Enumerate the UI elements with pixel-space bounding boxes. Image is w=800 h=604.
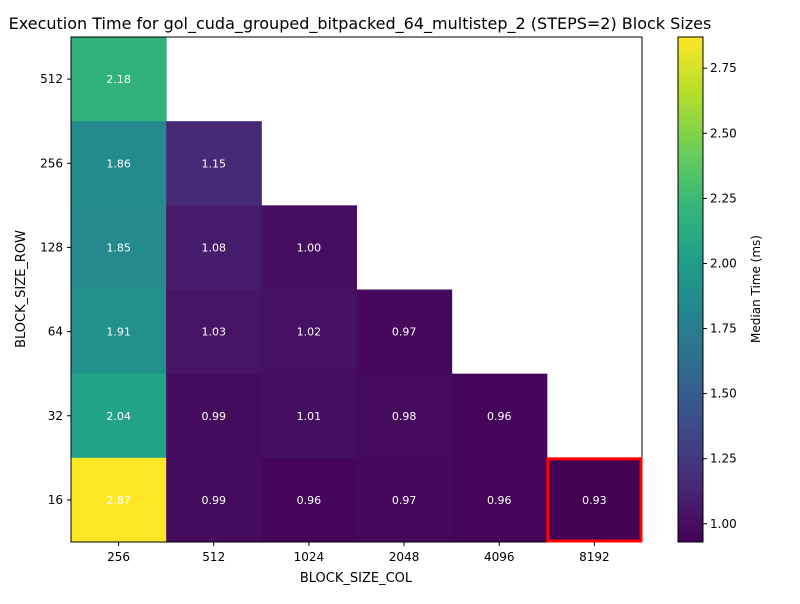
colorbar-tick-label: 1.50: [710, 387, 737, 401]
cell-value-label: 1.15: [202, 157, 227, 170]
colorbar-tick-label: 1.25: [710, 452, 737, 466]
cell-value-label: 0.97: [392, 326, 417, 339]
cell-value-label: 0.96: [297, 494, 322, 507]
cell-value-label: 2.04: [106, 410, 131, 423]
x-tick-label: 2048: [389, 550, 420, 564]
cell-value-label: 0.99: [202, 494, 227, 507]
colorbar-label: Median Time (ms): [749, 235, 763, 343]
colorbar-tick-label: 2.00: [710, 256, 737, 270]
colorbar-ticks: 1.00 1.25 1.50 1.75 2.00 2.25 2.50 2.75: [703, 61, 737, 531]
cell-value-label: 1.86: [106, 157, 131, 170]
heatmap-cell: [166, 373, 262, 459]
heatmap-cell: [166, 457, 262, 543]
colorbar-tick-label: 1.00: [710, 517, 737, 531]
heatmap-cell: [261, 289, 357, 375]
colorbar-tick-label: 1.75: [710, 322, 737, 336]
x-tick-label: 4096: [484, 550, 515, 564]
cell-value-label: 1.02: [297, 326, 322, 339]
heatmap-cell: [166, 121, 262, 206]
colorbar-tick-label: 2.50: [710, 126, 737, 140]
cell-value-label: 2.87: [106, 494, 131, 507]
heatmap-cell: [261, 457, 357, 543]
x-tick-label: 256: [107, 550, 130, 564]
plot-frame: [70, 36, 643, 543]
chart-title: Execution Time for gol_cuda_grouped_bitp…: [9, 14, 712, 34]
heatmap-cell: [71, 121, 167, 206]
cell-value-label: 0.96: [487, 410, 512, 423]
x-tick-label: 1024: [294, 550, 325, 564]
heatmap-cell: [261, 373, 357, 459]
x-tick-label: 512: [202, 550, 225, 564]
y-tick-label: 512: [40, 72, 63, 86]
heatmap-cell: [261, 205, 357, 290]
heatmap-cell: [71, 37, 167, 122]
cell-value-label: 1.85: [106, 241, 131, 254]
heatmap-cell: [71, 457, 167, 543]
cell-value-label: 0.97: [392, 494, 417, 507]
y-tick-label: 32: [48, 409, 63, 423]
y-tick-label: 64: [48, 325, 63, 339]
y-tick-label: 16: [48, 493, 63, 507]
best-cell-highlight: [546, 457, 643, 543]
heatmap-cell: [166, 205, 262, 290]
cell-value-label: 2.18: [106, 73, 131, 86]
x-axis-label: BLOCK_SIZE_COL: [300, 571, 413, 586]
colorbar: [677, 36, 704, 543]
heatmap-cell: [166, 289, 262, 375]
y-tick-label: 128: [40, 240, 63, 254]
heatmap-cell: [451, 373, 548, 459]
heatmap-cells: [71, 37, 643, 543]
x-tick-label: 8192: [579, 550, 610, 564]
cell-value-label: 0.93: [582, 494, 607, 507]
cell-value-label: 1.01: [297, 410, 322, 423]
y-axis-ticks: 512 256 128 64 32 16: [40, 72, 71, 507]
cell-value-label: 0.96: [487, 494, 512, 507]
y-tick-label: 256: [40, 156, 63, 170]
heatmap-cell: [546, 457, 643, 543]
cell-value-label: 1.00: [297, 241, 322, 254]
heatmap-cell: [356, 373, 453, 459]
heatmap-cell: [356, 289, 453, 375]
heatmap-cell: [71, 205, 167, 290]
heatmap-cell: [71, 289, 167, 375]
heatmap-cell: [451, 457, 548, 543]
x-axis-ticks: 256 512 1024 2048 4096 8192: [107, 542, 610, 564]
heatmap-cell: [356, 457, 453, 543]
cell-value-label: 1.91: [106, 326, 131, 339]
colorbar-tick-label: 2.75: [710, 61, 737, 75]
cell-value-label: 0.98: [392, 410, 417, 423]
cell-labels: 2.18 1.86 1.15 1.85 1.08 1.00 1.91 1.03 1.02 0.97…: [106, 73, 606, 507]
cell-value-label: 0.99: [202, 410, 227, 423]
colorbar-tick-label: 2.25: [710, 191, 737, 205]
heatmap-cell: [71, 373, 167, 459]
cell-value-label: 1.08: [202, 241, 227, 254]
cell-value-label: 1.03: [202, 326, 227, 339]
y-axis-label: BLOCK_SIZE_ROW: [14, 230, 29, 348]
